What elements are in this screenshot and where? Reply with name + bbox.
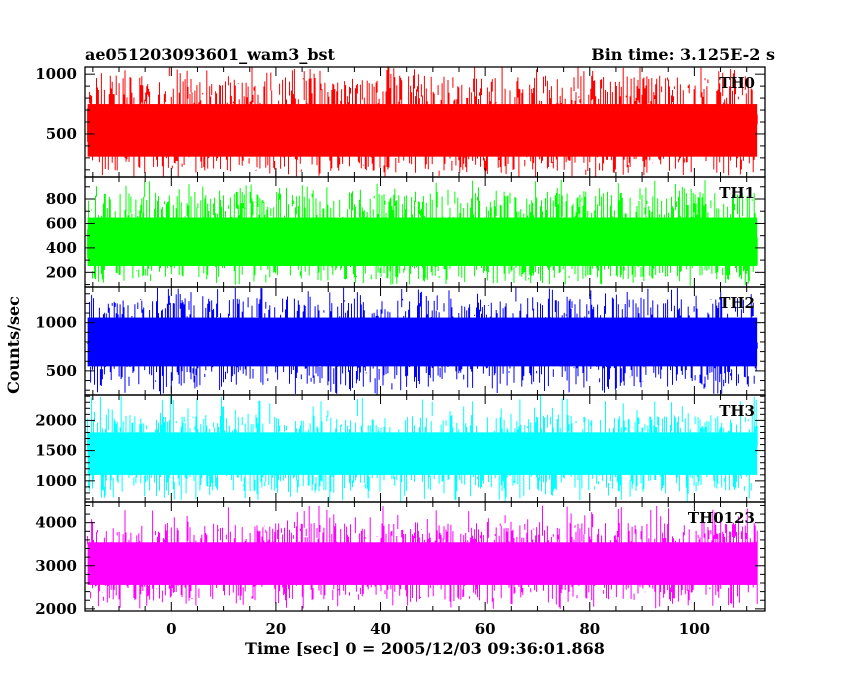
y-tick-label: 500 (46, 125, 77, 143)
panel-th3: 1000 1500 2000 TH3 (35, 394, 766, 503)
y-tick-label: 800 (46, 190, 77, 208)
series-th3 (87, 395, 758, 502)
panel-th2: 500 1000 TH2 (35, 286, 766, 396)
series-th1 (87, 179, 758, 286)
y-axis-label: Counts/sec (4, 296, 23, 394)
chart-title: ae051203093601_wam3_bst (85, 45, 336, 64)
panel-label-th2: TH2 (719, 294, 755, 312)
x-tick-label: 20 (265, 620, 286, 638)
y-tick-label: 500 (46, 362, 77, 380)
panel-label-th0: TH0 (719, 74, 755, 92)
panel-th0: 500 1000 TH0 (35, 65, 766, 178)
y-tick-label: 2000 (35, 411, 77, 429)
panel-frame (84, 501, 766, 612)
x-tick-label: 80 (579, 620, 600, 638)
y-tick-label: 600 (46, 214, 77, 232)
y-tick-label: 400 (46, 239, 77, 257)
y-tick-label: 3000 (35, 557, 77, 575)
panel-label-th3: TH3 (719, 402, 755, 420)
x-tick-label: 0 (166, 620, 176, 638)
x-tick-label: 60 (475, 620, 496, 638)
x-tick-label: 40 (370, 620, 391, 638)
x-axis: 0 20 40 60 80 100 (166, 620, 710, 638)
panel-label-th0123: TH0123 (688, 509, 755, 527)
panel-th0123: 2000 3000 4000 TH0123 (35, 501, 766, 618)
y-tick-label: 1000 (35, 472, 77, 490)
bin-time-label: Bin time: 3.125E-2 s (591, 45, 775, 64)
y-tick-label: 2000 (35, 600, 77, 618)
y-tick-label: 1500 (35, 442, 77, 460)
series-th0 (87, 67, 758, 177)
panel-th1: 200 400 600 800 TH1 (46, 176, 766, 288)
x-axis-label: Time [sec] 0 = 2005/12/03 09:36:01.868 (245, 639, 605, 658)
panel-label-th1: TH1 (719, 184, 755, 202)
y-tick-label: 1000 (35, 65, 77, 83)
y-tick-label: 200 (46, 263, 77, 281)
x-tick-label: 100 (679, 620, 710, 638)
y-tick-label: 4000 (35, 514, 77, 532)
y-tick-label: 1000 (35, 314, 77, 332)
series-th2 (87, 287, 758, 395)
